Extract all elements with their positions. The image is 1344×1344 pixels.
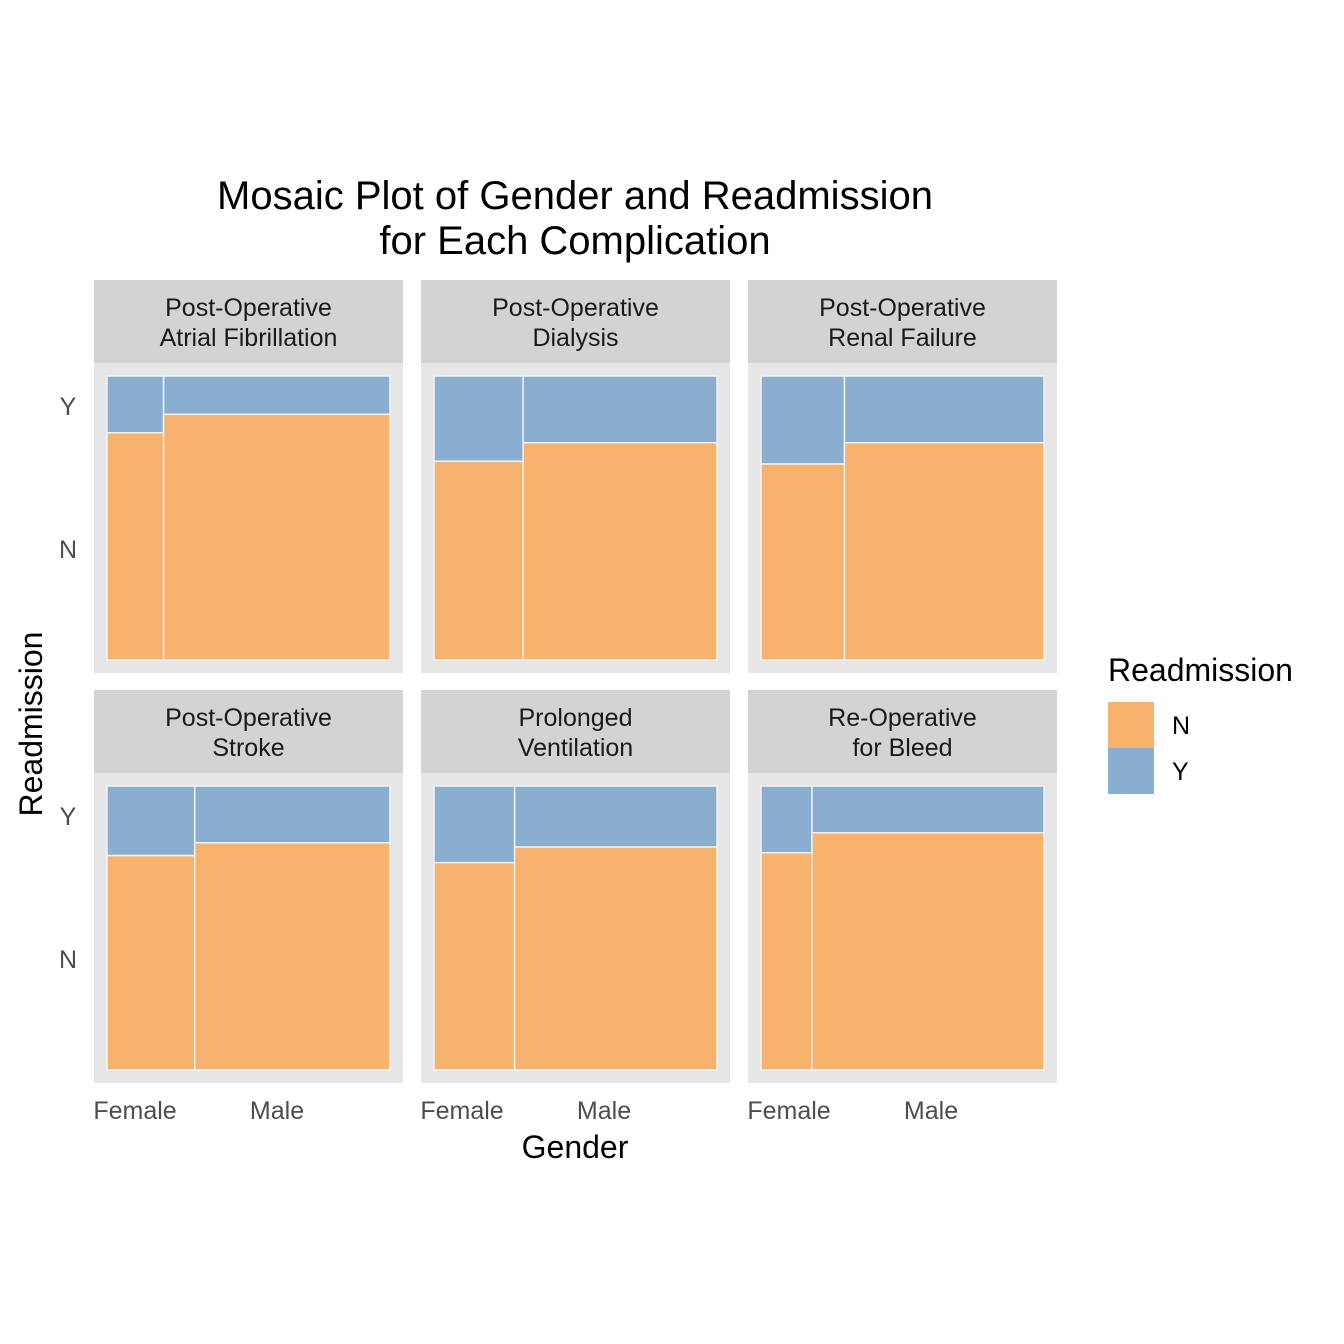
x-tick-label-female: Female: [93, 1097, 176, 1125]
tile-male-n: [162, 413, 391, 661]
legend-label-n: N: [1172, 712, 1190, 740]
tile-female-n: [106, 432, 165, 661]
facet-strip-label-line-2: Renal Failure: [828, 324, 977, 352]
tile-female-n: [433, 861, 516, 1071]
legend: Readmission NY: [1108, 652, 1293, 794]
axes: Female Male Female Male Female Male Y N Y N: [59, 393, 958, 1125]
facet-strip-label-line-1: Post-Operative: [165, 704, 332, 732]
y-tick-label-y: Y: [60, 803, 77, 831]
tile-female-n: [760, 851, 813, 1071]
tile-female-y: [760, 375, 846, 465]
tile-male-y: [522, 375, 718, 444]
y-tick-label-n: N: [59, 946, 77, 974]
x-tick-label-male: Male: [250, 1097, 304, 1125]
x-tick-label-female: Female: [420, 1097, 503, 1125]
tile-male-y: [811, 785, 1045, 834]
legend-label-y: Y: [1172, 758, 1189, 786]
tile-male-y: [162, 375, 391, 416]
tile-female-n: [760, 463, 846, 661]
facet-strip-label-line-1: Post-Operative: [819, 294, 986, 322]
facet-strip: [748, 690, 1057, 773]
facet-strip-label-line-1: Prolonged: [519, 704, 633, 732]
tile-female-n: [433, 460, 524, 661]
x-tick-label-male: Male: [904, 1097, 958, 1125]
facet-strip-label-line-2: Dialysis: [532, 324, 618, 352]
chart-title: Mosaic Plot of Gender and Readmission fo…: [217, 174, 933, 263]
legend-title: Readmission: [1108, 652, 1293, 688]
tile-female-y: [433, 785, 516, 864]
facet-strip-label-line-1: Post-Operative: [492, 294, 659, 322]
y-tick-label-y: Y: [60, 393, 77, 421]
tile-female-y: [106, 375, 165, 434]
tile-male-y: [843, 375, 1045, 444]
x-tick-label-male: Male: [577, 1097, 631, 1125]
facet-strip: [94, 690, 403, 773]
tile-male-n: [522, 441, 718, 661]
x-tick-label-female: Female: [747, 1097, 830, 1125]
facet-strip-label-line-2: Atrial Fibrillation: [160, 324, 338, 352]
legend-key-n: [1108, 702, 1154, 748]
tile-male-y: [193, 785, 391, 844]
facet-strip-label-line-1: Post-Operative: [165, 294, 332, 322]
tile-male-y: [513, 785, 718, 848]
tile-male-n: [193, 842, 391, 1071]
y-axis-title: Readmission: [13, 632, 49, 817]
facet-strip-label-line-2: for Bleed: [852, 734, 952, 762]
facet-strip-label-line-1: Re-Operative: [828, 704, 977, 732]
tile-female-y: [106, 785, 196, 857]
facet-strip-label-line-2: Stroke: [212, 734, 284, 762]
tile-female-y: [760, 785, 813, 854]
y-tick-label-n: N: [59, 536, 77, 564]
facet-strip: [748, 280, 1057, 363]
chart-title-line-2: for Each Complication: [379, 219, 770, 263]
tile-female-y: [433, 375, 524, 462]
facet-strip: [421, 280, 730, 363]
chart-title-line-1: Mosaic Plot of Gender and Readmission: [217, 174, 933, 218]
facet-strip: [421, 690, 730, 773]
x-axis-title: Gender: [522, 1129, 629, 1165]
tile-male-n: [513, 846, 718, 1071]
tile-female-n: [106, 854, 196, 1071]
tile-male-n: [811, 832, 1045, 1071]
facet-strip-label-line-2: Ventilation: [518, 734, 633, 762]
tile-male-n: [843, 441, 1045, 661]
legend-key-y: [1108, 748, 1154, 794]
facet-strip: [94, 280, 403, 363]
